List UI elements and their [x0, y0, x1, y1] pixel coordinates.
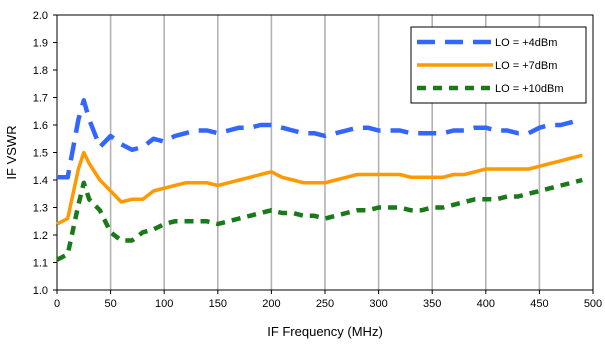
legend: LO = +4dBm LO = +7dBm LO = +10dBm [410, 26, 587, 104]
y-tick-label: 1.2 [33, 230, 48, 242]
x-axis-ticks: 0 50 100 150 200 250 300 350 400 450 500 [54, 290, 602, 310]
x-tick-label: 400 [477, 298, 495, 310]
x-tick-label: 350 [423, 298, 441, 310]
series-line-1 [56, 150, 583, 226]
x-tick-label: 0 [54, 298, 60, 310]
y-tick-label: 1.7 [33, 93, 48, 105]
y-tick-label: 1.8 [33, 65, 48, 77]
x-tick-label: 200 [262, 298, 280, 310]
legend-label-1: LO = +7dBm [495, 60, 557, 72]
x-tick-label: 150 [209, 298, 227, 310]
y-axis-title: IF VSWR [4, 125, 19, 179]
legend-label-2: LO = +10dBm [495, 83, 564, 95]
legend-label-0: LO = +4dBm [495, 37, 557, 49]
x-tick-label: 300 [369, 298, 387, 310]
series-line-0 [57, 98, 583, 180]
y-tick-label: 1.1 [33, 258, 48, 270]
x-axis-title: IF Frequency (MHz) [267, 324, 383, 339]
x-tick-label: 500 [584, 298, 602, 310]
series-line-2 [55, 177, 583, 262]
y-tick-label: 1.0 [33, 285, 48, 297]
x-tick-label: 450 [530, 298, 548, 310]
x-tick-label: 250 [316, 298, 334, 310]
y-tick-label: 2.0 [33, 10, 48, 22]
y-axis-ticks: 1.0 1.1 1.2 1.3 1.4 1.5 1.6 1.7 1.8 1.9 2.0 [33, 10, 57, 297]
x-tick-label: 50 [104, 298, 116, 310]
y-tick-label: 1.4 [33, 175, 48, 187]
y-tick-label: 1.9 [33, 38, 48, 50]
x-tick-label: 100 [155, 298, 173, 310]
y-tick-label: 1.3 [33, 203, 48, 215]
series-layer [55, 98, 583, 262]
y-tick-label: 1.5 [33, 148, 48, 160]
y-tick-label: 1.6 [33, 120, 48, 132]
